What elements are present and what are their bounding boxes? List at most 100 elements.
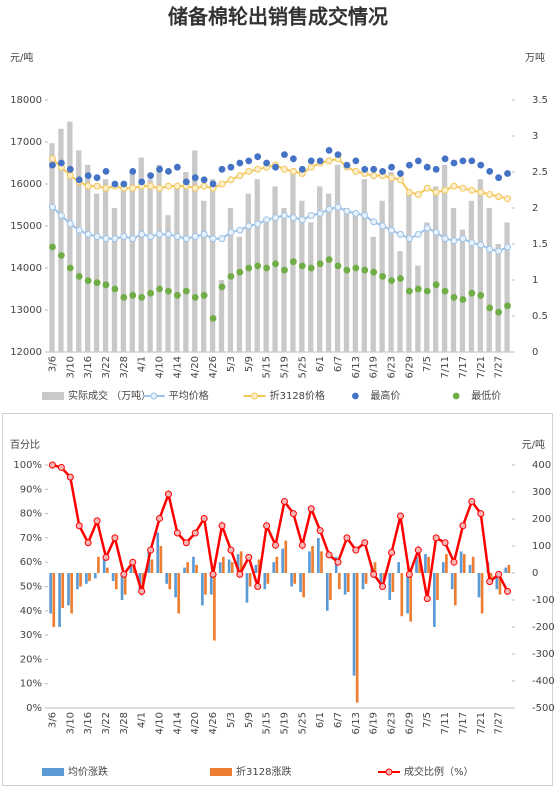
line-marker	[182, 539, 190, 547]
line-marker	[75, 226, 83, 234]
point	[236, 159, 244, 167]
bar	[111, 573, 115, 582]
line-marker	[156, 230, 164, 238]
legend-label: 平均价格	[169, 389, 209, 402]
y2-tick-label: 200	[532, 514, 551, 525]
bar	[120, 186, 127, 352]
line-marker	[298, 216, 306, 224]
point	[325, 147, 333, 154]
point	[209, 315, 217, 322]
line	[51, 157, 508, 200]
line-marker	[396, 176, 404, 184]
legend-label: 成交比例（%）	[404, 765, 474, 778]
y-tick-label: 50%	[20, 582, 42, 593]
y-tick-label: 16000	[10, 179, 42, 190]
bar	[58, 128, 64, 352]
bar	[106, 567, 109, 573]
y2-tick-label: -400	[532, 676, 555, 687]
point	[75, 273, 83, 280]
bar	[495, 573, 499, 590]
line-marker	[102, 184, 110, 192]
bar	[299, 200, 305, 352]
y-tick-label: 15000	[10, 221, 42, 232]
y-tick-label: 70%	[20, 533, 42, 544]
line-marker	[138, 587, 146, 595]
point	[495, 174, 503, 182]
line-marker	[298, 541, 306, 549]
legend-label: 折3128涨跌	[236, 765, 291, 778]
y2-tick-label: 1.5	[532, 239, 548, 250]
point	[405, 161, 413, 169]
point	[272, 260, 279, 268]
bar	[325, 573, 329, 611]
line-marker	[289, 510, 297, 518]
bar	[498, 573, 502, 595]
bar	[272, 186, 278, 352]
x-tick-label: 4/1	[137, 356, 148, 372]
point	[289, 258, 297, 266]
line-marker	[254, 583, 262, 590]
point	[468, 289, 476, 297]
x-tick-label: 5/9	[244, 356, 255, 372]
y2-tick-label: 3.5	[532, 95, 548, 106]
x-tick-label: 5/15	[262, 356, 273, 378]
line-marker	[93, 233, 101, 240]
line-marker	[468, 186, 476, 194]
line-marker	[468, 239, 476, 247]
y-tick-label: 60%	[20, 557, 42, 568]
line-marker	[236, 172, 244, 180]
line-marker	[307, 212, 315, 219]
x-tick-label: 7/17	[458, 356, 469, 378]
x-tick-label: 3/28	[119, 356, 130, 378]
line-marker	[263, 216, 271, 224]
bar	[239, 551, 243, 573]
legend-swatch	[452, 392, 460, 400]
line-marker	[432, 188, 440, 196]
bar	[192, 556, 195, 573]
point	[209, 180, 217, 188]
legend-label: 最低价	[471, 389, 501, 402]
legend-label: 最高价	[370, 389, 400, 402]
bar	[183, 567, 186, 573]
x-tick-label: 7/5	[422, 712, 433, 728]
legend-label: 实际成交 （万吨）	[68, 389, 151, 402]
point	[423, 287, 431, 295]
point	[102, 168, 110, 175]
point	[191, 294, 199, 301]
line-marker	[396, 230, 404, 238]
x-tick-label: 7/27	[494, 356, 505, 378]
y-axis-label: 元/吨	[10, 51, 33, 64]
point	[343, 161, 351, 169]
line-marker	[352, 546, 360, 554]
point	[388, 163, 395, 171]
legend-swatch	[385, 768, 393, 776]
bar	[222, 556, 225, 573]
bar	[156, 532, 160, 573]
line-marker	[280, 165, 288, 173]
bar	[352, 573, 356, 676]
point	[361, 165, 369, 173]
bar	[370, 236, 376, 352]
line-marker	[156, 184, 164, 192]
point	[182, 287, 190, 295]
line-marker	[57, 212, 65, 219]
bar	[266, 573, 270, 584]
y-tick-label: 100%	[13, 460, 42, 471]
point	[173, 291, 181, 299]
bar	[311, 546, 314, 573]
point	[129, 168, 137, 175]
x-tick-label: 6/23	[387, 712, 398, 734]
line-marker	[111, 534, 119, 542]
bar	[433, 186, 439, 352]
bar	[397, 562, 400, 573]
line-marker	[361, 212, 369, 219]
line-marker	[200, 514, 208, 522]
bar	[373, 562, 377, 573]
line-marker	[236, 226, 244, 234]
point	[379, 273, 387, 280]
point	[414, 157, 422, 165]
line-marker	[236, 570, 244, 578]
bar	[213, 573, 216, 641]
bar	[361, 179, 367, 352]
